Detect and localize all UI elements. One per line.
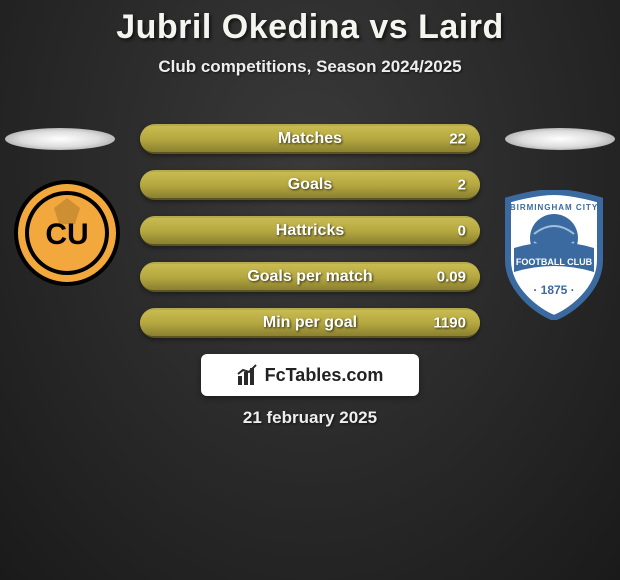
stat-value: 2	[458, 177, 466, 194]
brand-pill[interactable]: FcTables.com	[201, 354, 419, 396]
club-badge-left: CU	[12, 178, 122, 288]
stat-value: 22	[449, 131, 466, 148]
date-line: 21 february 2025	[0, 408, 620, 428]
stat-row-goals: Goals 2	[140, 170, 480, 200]
club-right-since: · 1875 ·	[533, 283, 574, 297]
stat-row-hattricks: Hattricks 0	[140, 216, 480, 246]
stat-value: 0	[458, 223, 466, 240]
subtitle: Club competitions, Season 2024/2025	[0, 57, 620, 77]
stat-value: 1190	[433, 315, 466, 332]
page-title: Jubril Okedina vs Laird	[0, 0, 620, 47]
player-right-silhouette	[505, 128, 615, 150]
brand-chart-icon	[237, 364, 259, 386]
stat-label: Goals	[288, 176, 332, 194]
stat-label: Goals per match	[247, 268, 372, 286]
brand-text: FcTables.com	[265, 365, 384, 386]
stat-value: 0.09	[437, 269, 466, 286]
stats-list: Matches 22 Goals 2 Hattricks 0 Goals per…	[140, 124, 480, 354]
stat-row-gpm: Goals per match 0.09	[140, 262, 480, 292]
club-badge-right: FOOTBALL CLUB · 1875 · BIRMINGHAM CITY	[500, 190, 608, 320]
club-badge-right-svg: FOOTBALL CLUB · 1875 · BIRMINGHAM CITY	[500, 190, 608, 320]
comparison-card: Jubril Okedina vs Laird Club competition…	[0, 0, 620, 580]
stat-label: Min per goal	[263, 314, 357, 332]
player-left-silhouette	[5, 128, 115, 150]
club-badge-left-svg: CU	[12, 178, 122, 288]
club-right-top-text: BIRMINGHAM CITY	[510, 203, 598, 212]
stat-label: Matches	[278, 130, 342, 148]
club-left-initials: CU	[45, 218, 88, 251]
stat-row-matches: Matches 22	[140, 124, 480, 154]
stat-label: Hattricks	[276, 222, 344, 240]
stat-row-mpg: Min per goal 1190	[140, 308, 480, 338]
club-right-ribbon-text: FOOTBALL CLUB	[516, 257, 593, 267]
